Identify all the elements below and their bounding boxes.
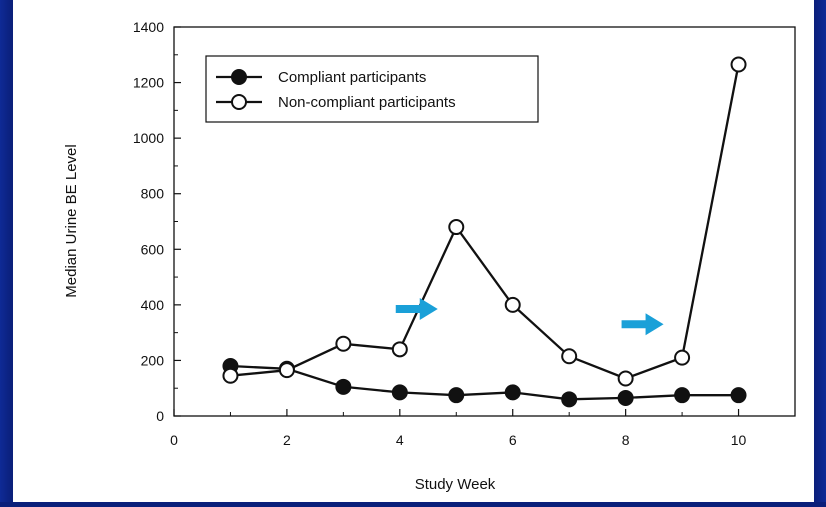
data-point-noncompliant [674,349,691,366]
data-point-compliant [448,387,465,404]
x-tick-label: 8 [622,432,630,448]
line-chart: 0 200 400 600 800 1000 1200 1400 0 2 4 6 8 10 Complia… [63,19,796,493]
y-tick-label: 1000 [133,130,164,146]
data-point-noncompliant [504,296,521,313]
y-axis-label: Median Urine BE Level [63,144,80,297]
series-line-noncompliant [230,64,740,380]
legend-marker-noncompliant [231,94,247,110]
data-point-noncompliant [391,341,408,358]
data-point-noncompliant [617,370,634,387]
arrow-annotation [395,298,438,321]
chart-panel: 0 200 400 600 800 1000 1200 1400 0 2 4 6 8 10 Complia… [13,0,814,502]
y-tick-label: 200 [141,352,165,368]
y-tick-label: 1400 [133,19,164,35]
arrow-annotation [621,313,664,336]
data-point-compliant [561,391,578,408]
x-tick-label: 10 [731,432,747,448]
data-point-compliant [617,389,634,406]
data-point-noncompliant [561,348,578,365]
x-axis-label: Study Week [415,476,496,493]
legend-label-compliant: Compliant participants [278,69,426,86]
x-tick-label: 0 [170,432,178,448]
y-tick-label: 0 [156,408,164,424]
data-point-noncompliant [222,367,239,384]
legend: Compliant participants Non-compliant par… [205,55,539,123]
series-layer [222,56,747,408]
data-point-noncompliant [730,56,747,73]
data-point-compliant [674,387,691,404]
legend-box [205,55,539,123]
y-tick-label: 600 [141,241,165,257]
x-tick-label: 6 [509,432,517,448]
series-line-compliant [230,364,739,401]
x-tick-label: 4 [396,432,404,448]
data-point-noncompliant [448,219,465,236]
x-tick-label: 2 [283,432,291,448]
axes: 0 200 400 600 800 1000 1200 1400 0 2 4 6 8 10 [133,19,796,448]
data-point-compliant [504,384,521,401]
data-point-noncompliant [335,335,352,352]
legend-marker-compliant [231,69,247,85]
data-point-compliant [730,387,747,404]
y-tick-label: 800 [141,186,165,202]
legend-label-noncompliant: Non-compliant participants [278,94,456,111]
data-point-compliant [335,378,352,395]
annotation-layer [395,298,664,336]
data-point-noncompliant [278,362,295,379]
y-tick-label: 1200 [133,75,164,91]
data-point-compliant [391,384,408,401]
y-tick-label: 400 [141,297,165,313]
